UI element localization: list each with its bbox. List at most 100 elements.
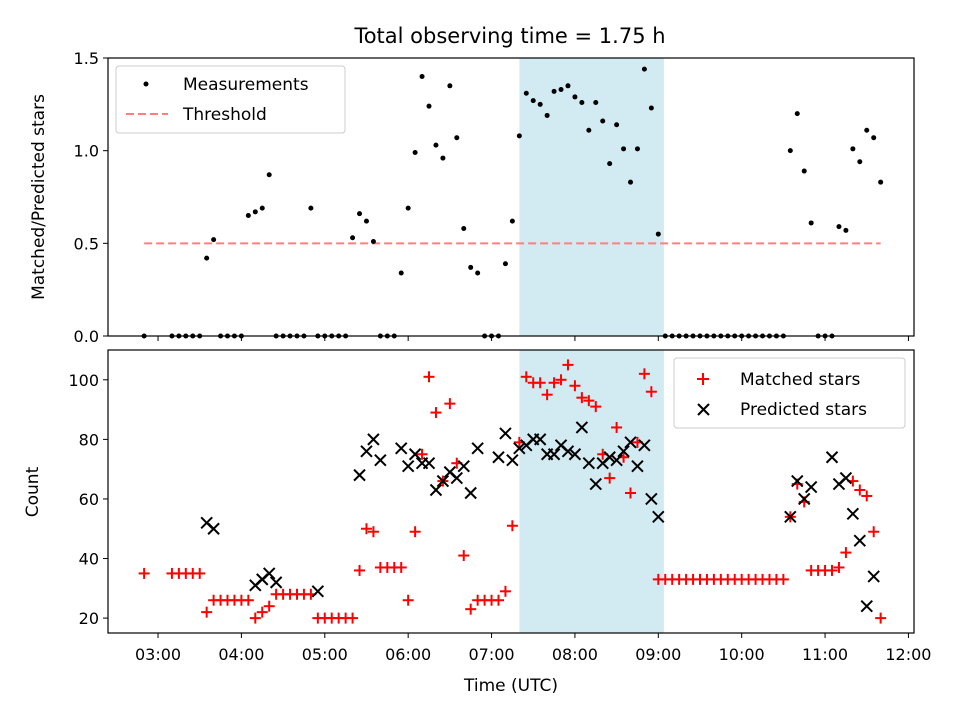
top-y-tick-label: 0.5 [74, 234, 99, 253]
predicted-star-point [547, 448, 561, 461]
matched-star-point [499, 585, 511, 597]
bottom-x-axis: 03:00 04:00 05:00 06:00 07:00 08:00 09:00 10:00… [135, 633, 931, 664]
measurement-point [641, 66, 647, 72]
predicted-star-point [582, 456, 596, 470]
measurement-point [787, 148, 793, 154]
measurement-point [794, 111, 800, 117]
matched-star-point [520, 371, 532, 383]
matched-star-point [492, 594, 504, 606]
measurement-point [530, 98, 536, 104]
measurement-point [537, 101, 543, 107]
matched-star-point [833, 561, 845, 573]
predicted-star-point [784, 510, 797, 524]
matched-star-point [562, 359, 574, 371]
matched-star-point [861, 490, 873, 502]
predicted-star-point [645, 492, 658, 506]
bottom-y-axis-label: Count [23, 466, 43, 517]
predicted-star-point [499, 427, 512, 440]
legend-label-threshold: Threshold [182, 105, 267, 125]
predicted-star-point [791, 474, 804, 488]
measurement-point [245, 213, 251, 219]
matched-star-point [458, 550, 470, 562]
matched-star-point [423, 371, 435, 383]
matched-star-point [625, 487, 637, 499]
predicted-star-point [533, 433, 547, 446]
legend-plus-marker-icon [697, 373, 709, 385]
measurement-point [475, 270, 481, 276]
predicted-star-point [638, 439, 651, 452]
x-tick-label: 12:00 [885, 645, 931, 664]
predicted-star-point [422, 456, 436, 470]
measurement-point [447, 83, 453, 89]
measurement-point [211, 237, 217, 243]
top-legend-box [115, 65, 346, 134]
matched-star-point [194, 567, 206, 579]
bottom-shaded-interval [519, 350, 664, 633]
predicted-star-point [853, 534, 867, 547]
predicted-star-point [561, 445, 575, 458]
predicted-star-point [408, 448, 422, 461]
predicted-star-point [825, 451, 839, 464]
legend-label-matched-stars: Matched stars [740, 370, 860, 390]
matched-star-point [395, 561, 407, 573]
predicted-star-point [401, 459, 415, 473]
matched-star-point [249, 612, 261, 624]
measurement-point [871, 135, 877, 141]
matched-star-point [645, 386, 657, 398]
predicted-star-point [207, 522, 220, 535]
predicted-star-point [471, 442, 484, 455]
predicted-star-point [617, 445, 630, 458]
predicted-star-point [860, 599, 873, 613]
legend-dot-marker-icon [143, 81, 149, 87]
measurement-point [502, 261, 508, 267]
measurement-point [836, 224, 842, 230]
measurement-point [266, 172, 272, 178]
bottom-legend-box [673, 357, 906, 429]
matched-star-point [354, 564, 366, 576]
matched-star-point [367, 526, 379, 538]
top-y-tick-label: 1.5 [74, 49, 99, 68]
measurement-point [565, 83, 571, 89]
bottom-y-tick-label: 40 [79, 550, 99, 569]
predicted-star-point [429, 483, 443, 497]
predicted-star-point [367, 433, 380, 446]
top-shaded-interval [519, 58, 664, 336]
bottom-y-tick-label: 80 [79, 430, 99, 449]
matched-star-point [548, 377, 560, 389]
measurement-point [204, 255, 210, 261]
matched-star-point [263, 600, 275, 612]
measurement-point [634, 146, 640, 152]
matched-star-point [569, 380, 581, 392]
matched-star-point [360, 523, 372, 535]
predicted-star-point [450, 471, 464, 485]
measurement-point [593, 99, 599, 105]
matched-star-point [416, 448, 428, 460]
measurement-point [579, 99, 585, 105]
measurement-point [433, 142, 439, 148]
measurement-point [516, 133, 522, 139]
measurement-point [509, 218, 515, 224]
matched-star-point [875, 612, 887, 624]
matched-star-point [604, 472, 616, 484]
top-y-axis-label: Matched/Predicted stars [29, 94, 49, 300]
measurement-point [843, 227, 849, 233]
measurement-point [850, 146, 856, 152]
bottom-panel: 20 40 60 80 100 03:00 04:00 05:00 06:00 07:00 08:… [23, 349, 931, 696]
x-tick-label: 05:00 [302, 645, 348, 664]
predicted-star-point [568, 448, 582, 461]
measurement-point [357, 211, 363, 217]
x-tick-label: 07:00 [468, 645, 514, 664]
matched-star-point [555, 374, 567, 386]
measurement-point [600, 118, 606, 124]
predicted-star-point [798, 492, 811, 506]
predicted-star-point [624, 436, 637, 449]
legend-label-measurements: Measurements [183, 75, 309, 95]
matched-star-point [840, 547, 852, 559]
matched-star-point [611, 421, 623, 433]
predicted-star-point [867, 570, 880, 583]
matched-star-point [465, 603, 477, 615]
measurement-point [363, 218, 369, 224]
measurement-point [628, 179, 634, 185]
measurement-point [468, 264, 474, 270]
